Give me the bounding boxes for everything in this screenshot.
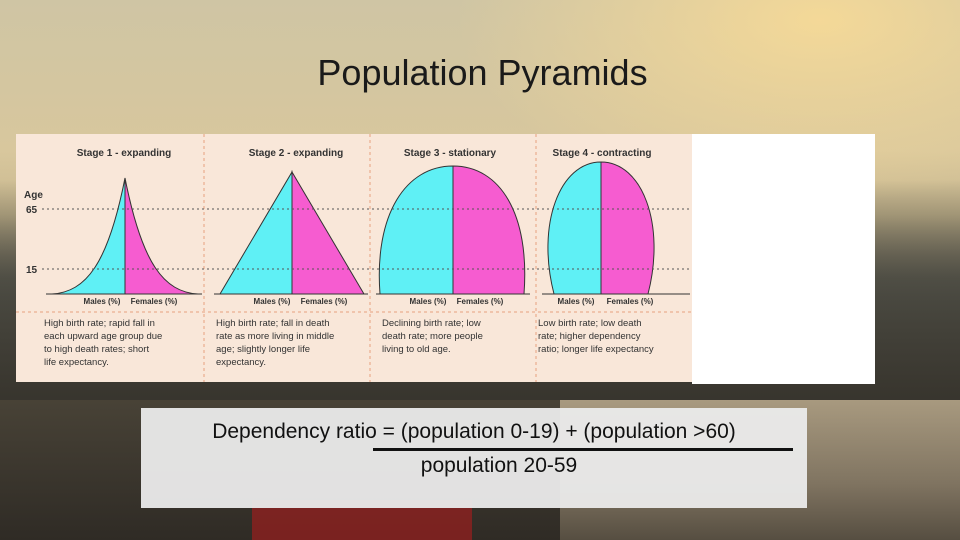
stage-1-males-label: Males (%) xyxy=(84,297,121,306)
stage-4-desc-line: Low birth rate; low death xyxy=(538,318,642,329)
stage-1-desc-line: High birth rate; rapid fall in xyxy=(44,318,155,329)
stage-4-females-label: Females (%) xyxy=(607,297,654,306)
stage-3-heading: Stage 3 - stationary xyxy=(404,148,497,159)
stage-2-desc-line: expectancy. xyxy=(216,357,266,368)
stage-4-heading: Stage 4 - contracting xyxy=(553,148,652,159)
stage-1-desc-line: to high death rates; short xyxy=(44,344,149,355)
stage-1-desc-line: life expectancy. xyxy=(44,357,109,368)
stage-4-desc-line: rate; higher dependency xyxy=(538,331,641,342)
slide-title: Population Pyramids xyxy=(317,52,648,93)
stage-2-males-label: Males (%) xyxy=(254,297,291,306)
stage-3-description: Declining birth rate; low death rate; mo… xyxy=(382,318,486,355)
age-tick-15: 15 xyxy=(26,265,38,276)
dependency-ratio-box: Dependency ratio = (population 0-19) + (… xyxy=(141,408,807,508)
age-tick-65: 65 xyxy=(26,205,38,216)
stage-3-females-label: Females (%) xyxy=(457,297,504,306)
stage-4-description: Low birth rate; low death rate; higher d… xyxy=(538,318,654,355)
stage-4-males-label: Males (%) xyxy=(558,297,595,306)
dependency-ratio-numerator: Dependency ratio = (population 0-19) + (… xyxy=(212,420,736,443)
stage-2-description: High birth rate; fall in death rate as m… xyxy=(216,318,337,368)
stage-2-desc-line: age; slightly longer life xyxy=(216,344,310,355)
stage-2-desc-line: High birth rate; fall in death xyxy=(216,318,330,329)
fraction-bar xyxy=(373,448,793,451)
population-pyramids-figure: Stage 1 - expanding Stage 2 - expanding … xyxy=(16,134,692,382)
stage-4-desc-line: ratio; longer life expectancy xyxy=(538,344,654,355)
stage-3-desc-line: living to old age. xyxy=(382,344,451,355)
stage-1-description: High birth rate; rapid fall in each upwa… xyxy=(44,318,165,368)
stage-1-females-label: Females (%) xyxy=(131,297,178,306)
pyramids-svg: Stage 1 - expanding Stage 2 - expanding … xyxy=(16,134,692,382)
stage-2-heading: Stage 2 - expanding xyxy=(249,148,343,159)
stage-2-desc-line: rate as more living in middle xyxy=(216,331,334,342)
stage-2-females-label: Females (%) xyxy=(301,297,348,306)
age-axis-label: Age xyxy=(24,190,43,201)
stage-1-heading: Stage 1 - expanding xyxy=(77,148,171,159)
stage-1-desc-line: each upward age group due xyxy=(44,331,162,342)
dependency-ratio-denominator: population 20-59 xyxy=(420,454,578,477)
blank-white-panel xyxy=(692,134,875,384)
stage-3-males-label: Males (%) xyxy=(410,297,447,306)
stage-3-desc-line: Declining birth rate; low xyxy=(382,318,481,329)
stage-3-desc-line: death rate; more people xyxy=(382,331,483,342)
